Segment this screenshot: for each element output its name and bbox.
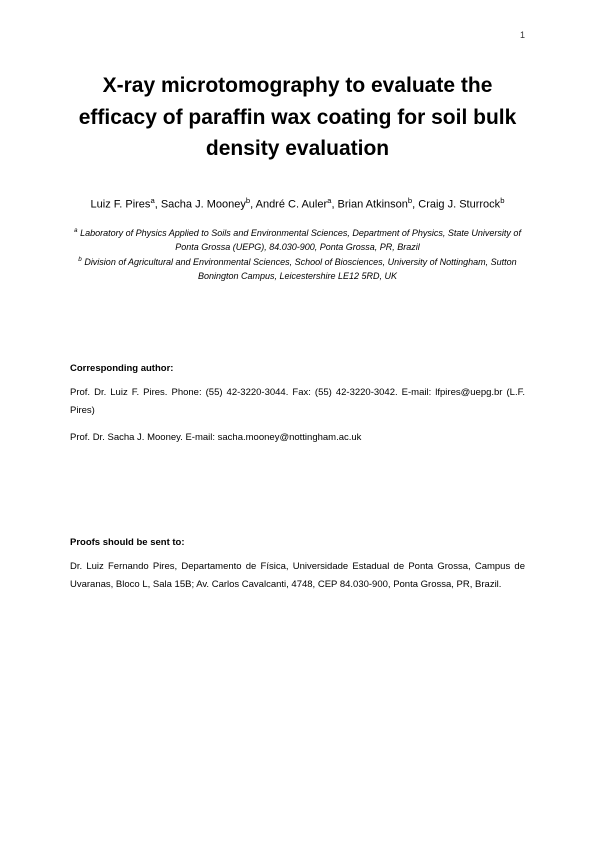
affiliation-b: b Division of Agricultural and Environme…	[70, 255, 525, 284]
page-number: 1	[520, 30, 525, 40]
proofs-heading: Proofs should be sent to:	[70, 537, 525, 548]
proofs-text: Dr. Luiz Fernando Pires, Departamento de…	[70, 558, 525, 593]
corresponding-author-block: Corresponding author: Prof. Dr. Luiz F. …	[70, 363, 525, 447]
corresponding-line-1: Prof. Dr. Luiz F. Pires. Phone: (55) 42-…	[70, 384, 525, 419]
corresponding-line-2: Prof. Dr. Sacha J. Mooney. E-mail: sacha…	[70, 429, 525, 447]
paper-title: X-ray microtomography to evaluate the ef…	[70, 70, 525, 165]
affiliations-block: a Laboratory of Physics Applied to Soils…	[70, 226, 525, 284]
authors-list: Luiz F. Piresa, Sacha J. Mooneyb, André …	[70, 195, 525, 214]
affiliation-a: a Laboratory of Physics Applied to Soils…	[70, 226, 525, 255]
proofs-block: Proofs should be sent to: Dr. Luiz Ferna…	[70, 537, 525, 593]
corresponding-heading: Corresponding author:	[70, 363, 525, 374]
